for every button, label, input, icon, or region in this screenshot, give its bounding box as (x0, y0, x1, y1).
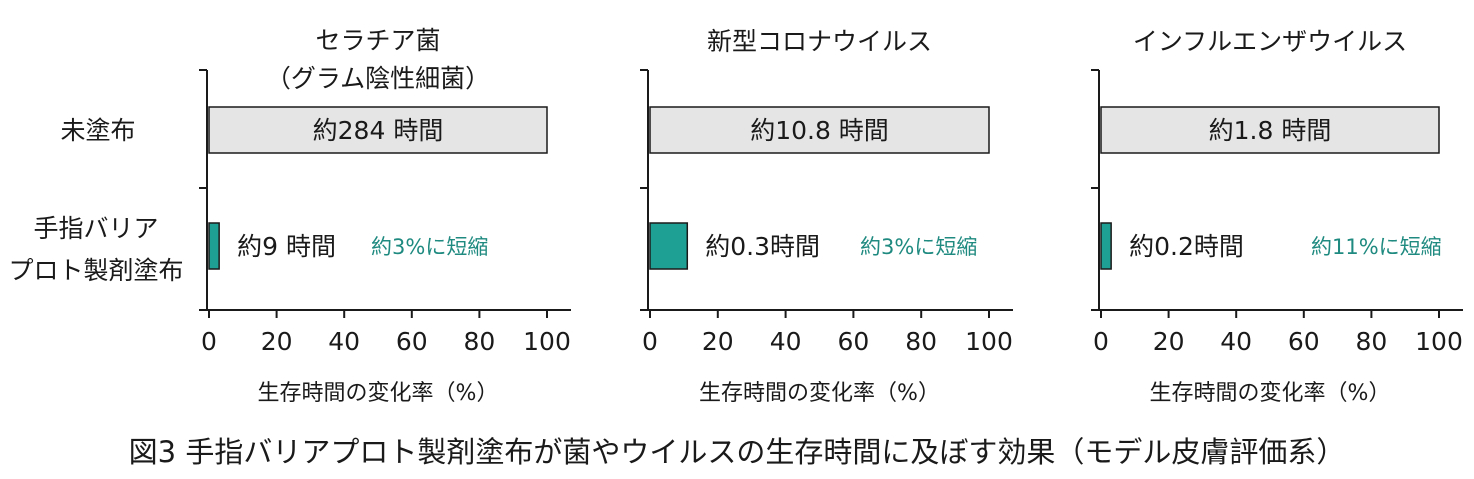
x-tick-label: 0 (201, 327, 217, 356)
x-tick-label: 100 (1415, 327, 1463, 356)
reduction-note: 約11%に短縮 (1311, 235, 1442, 259)
x-axis-label: 生存時間の変化率（%） (1150, 381, 1391, 406)
reduction-note: 約3%に短縮 (860, 235, 977, 259)
chart-title: セラチア菌 (315, 26, 440, 55)
bar-treated (1100, 222, 1112, 270)
x-tick-label: 100 (523, 327, 571, 356)
bar-value-label: 約9 時間 (237, 232, 336, 261)
x-tick-label: 0 (1093, 327, 1109, 356)
x-tick-label: 60 (396, 327, 428, 356)
x-tick-label: 80 (463, 327, 495, 356)
bar-treated (649, 222, 689, 270)
x-axis-label: 生存時間の変化率（%） (258, 381, 499, 406)
row-label: 未塗布 (60, 116, 135, 145)
x-tick-label: 100 (965, 327, 1013, 356)
x-tick-label: 40 (770, 327, 802, 356)
x-tick-label: 80 (905, 327, 937, 356)
bar-untreated (649, 106, 990, 154)
chart-title: （グラム陰性細菌） (266, 64, 490, 93)
x-tick-label: 60 (837, 327, 869, 356)
bar-value-label: 約284 時間 (313, 116, 444, 145)
row-label: 手指バリア (33, 214, 158, 243)
bar-untreated (208, 106, 548, 154)
bar-value-label: 約0.2時間 (1129, 232, 1244, 261)
bar-value-label: 約0.3時間 (705, 232, 820, 261)
x-tick-label: 40 (328, 327, 360, 356)
x-tick-label: 20 (261, 327, 293, 356)
reduction-note: 約3%に短縮 (371, 235, 488, 259)
x-tick-label: 20 (702, 327, 734, 356)
x-tick-label: 40 (1220, 327, 1252, 356)
row-label: プロト製剤塗布 (8, 256, 183, 285)
bar-treated (208, 222, 220, 270)
x-tick-label: 60 (1288, 327, 1320, 356)
x-axis-label: 生存時間の変化率（%） (699, 381, 940, 406)
figure-caption: 図3 手指バリアプロト製剤塗布が菌やウイルスの生存時間に及ぼす効果（モデル皮膚評… (129, 435, 1346, 469)
chart-title: インフルエンザウイルス (1133, 27, 1407, 56)
x-tick-label: 0 (642, 327, 658, 356)
x-tick-label: 80 (1355, 327, 1387, 356)
bar-value-label: 約1.8 時間 (1209, 116, 1332, 145)
chart-title: 新型コロナウイルス (707, 27, 932, 56)
x-tick-label: 20 (1153, 327, 1185, 356)
bar-value-label: 約10.8 時間 (750, 116, 889, 145)
bar-untreated (1100, 106, 1440, 154)
